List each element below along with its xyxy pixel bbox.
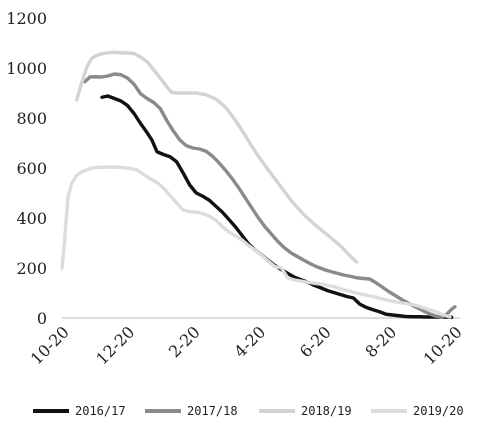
legend-item-0: 2016/17 (33, 404, 126, 418)
legend: 2016/17 2017/18 2018/19 2019/20 (33, 404, 464, 418)
legend-item-3: 2019/20 (371, 404, 464, 418)
x-tick-label-3: 4-20 (230, 322, 269, 361)
legend-label-3: 2019/20 (413, 404, 464, 418)
series-3-line (60, 165, 452, 319)
y-tick-label-6: 1200 (6, 9, 47, 28)
y-tick-label-2: 400 (16, 209, 47, 228)
y-tick-label-0: 0 (37, 309, 47, 328)
series-1-line (83, 72, 457, 319)
legend-label-0: 2016/17 (75, 404, 126, 418)
x-tick-label-5: 8-20 (361, 322, 400, 361)
legend-label-1: 2017/18 (187, 404, 238, 418)
y-tick-label-1: 200 (16, 259, 47, 278)
x-tick-label-1: 12-20 (92, 322, 138, 368)
series-2-line (75, 50, 359, 264)
x-tick-label-4: 6-20 (296, 322, 335, 361)
legend-item-1: 2017/18 (145, 404, 238, 418)
x-tick-label-2: 2-20 (165, 322, 204, 361)
x-tick-label-0: 10-20 (27, 322, 73, 368)
series-0-line (100, 94, 454, 319)
legend-item-2: 2018/19 (259, 404, 352, 418)
legend-label-2: 2018/19 (301, 404, 352, 418)
x-tick-label-6: 10-20 (420, 322, 466, 368)
y-tick-label-4: 800 (16, 109, 47, 128)
y-tick-label-5: 1000 (6, 59, 47, 78)
y-tick-label-3: 600 (16, 159, 47, 178)
